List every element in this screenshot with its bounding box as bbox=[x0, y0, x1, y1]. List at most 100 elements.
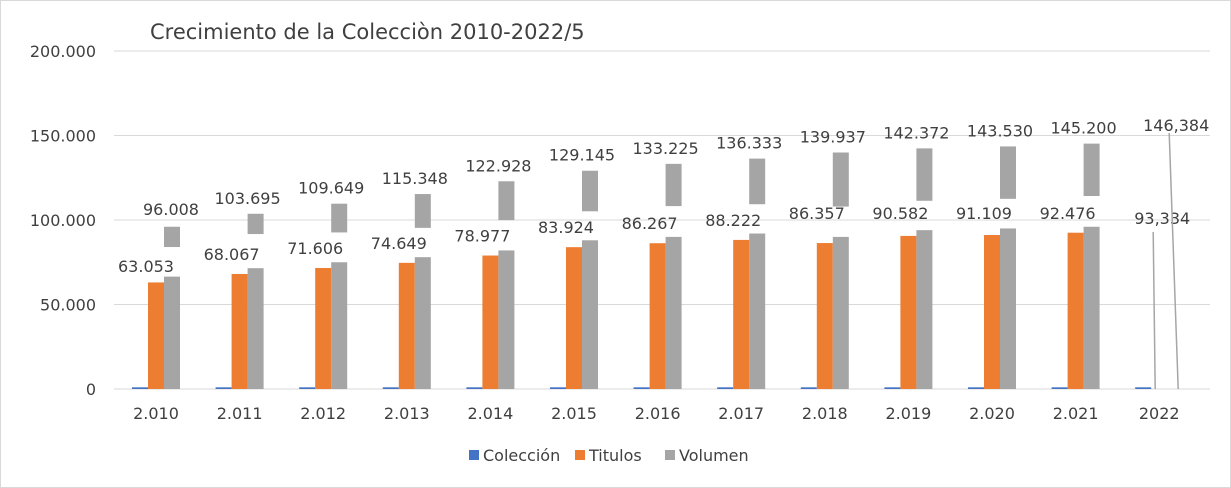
data-label-titulos: 86.357 bbox=[789, 204, 845, 223]
data-label-volumen: 122.928 bbox=[465, 156, 531, 175]
bar-volumen bbox=[1083, 226, 1100, 389]
bar-titulos bbox=[148, 282, 164, 389]
data-label-titulos: 90.582 bbox=[872, 204, 928, 223]
bar-volumen bbox=[665, 236, 682, 389]
data-label-titulos: 83.924 bbox=[538, 218, 594, 237]
data-label-titulos: 92.476 bbox=[1040, 204, 1096, 223]
x-tick-label: 2.012 bbox=[300, 404, 346, 423]
x-tick-label: 2.015 bbox=[551, 404, 597, 423]
bar-titulos bbox=[315, 267, 332, 389]
bar-volumen bbox=[749, 233, 766, 389]
data-label-volumen: 146,384 bbox=[1143, 116, 1209, 135]
bar-volumen-range bbox=[582, 170, 598, 212]
y-axis-ticks: 0 50.000 100.000 150.000 200.000 bbox=[30, 42, 96, 399]
data-label-titulos: 78.977 bbox=[454, 227, 510, 246]
data-labels: 63.053 96.008 68.067 103.695 71.606 109.649 74… bbox=[118, 116, 1209, 390]
bar-volumen bbox=[414, 257, 431, 389]
x-tick-label: 2.011 bbox=[217, 404, 263, 423]
data-label-volumen: 142.372 bbox=[883, 123, 949, 142]
x-tick-label: 2.020 bbox=[969, 404, 1015, 423]
bar-titulos bbox=[231, 273, 248, 389]
legend-label: Colección bbox=[483, 446, 560, 465]
chart-title: Crecimiento de la Colecciòn 2010-2022/5 bbox=[150, 20, 585, 44]
data-label-volumen: 115.348 bbox=[382, 169, 448, 188]
x-tick-label: 2.014 bbox=[467, 404, 513, 423]
data-label-volumen: 109.649 bbox=[298, 179, 364, 198]
x-tick-label: 2.013 bbox=[384, 404, 430, 423]
bar-coleccion bbox=[132, 387, 148, 389]
data-label-volumen: 139.937 bbox=[800, 128, 866, 147]
bar-volumen bbox=[331, 262, 348, 389]
bar-coleccion bbox=[382, 387, 399, 389]
x-axis-ticks: 2.010 2.011 2.012 2.013 2.014 2.015 2.016 2.017… bbox=[133, 404, 1179, 423]
data-label-volumen: 96.008 bbox=[143, 200, 199, 219]
bar-coleccion bbox=[1051, 387, 1068, 389]
bars bbox=[132, 143, 1152, 389]
bar-volumen-range bbox=[665, 163, 682, 207]
data-label-volumen: 136.333 bbox=[716, 134, 782, 153]
bar-volumen-range bbox=[1083, 143, 1100, 197]
bar-volumen bbox=[164, 276, 180, 389]
bar-coleccion bbox=[800, 387, 817, 389]
bar-volumen bbox=[498, 250, 515, 389]
bar-titulos bbox=[984, 235, 1000, 389]
x-tick-label: 2022 bbox=[1139, 404, 1180, 423]
data-label-volumen: 129.145 bbox=[549, 146, 615, 165]
data-label-titulos: 88.222 bbox=[705, 211, 761, 230]
bar-titulos bbox=[1067, 232, 1084, 389]
bar-coleccion bbox=[717, 387, 734, 389]
x-tick-label: 2.017 bbox=[718, 404, 764, 423]
bar-volumen-range bbox=[498, 181, 515, 221]
bar-volumen bbox=[916, 230, 933, 389]
data-label-volumen: 103.695 bbox=[215, 189, 281, 208]
x-tick-label: 2.019 bbox=[885, 404, 931, 423]
bar-titulos bbox=[816, 243, 833, 389]
y-tick-label: 150.000 bbox=[30, 127, 96, 146]
bar-volumen-range bbox=[832, 152, 849, 207]
bar-coleccion bbox=[466, 387, 483, 389]
legend-swatch bbox=[575, 450, 585, 460]
legend-label: Volumen bbox=[679, 446, 749, 465]
y-tick-label: 100.000 bbox=[30, 211, 96, 230]
bar-volumen-range bbox=[414, 194, 431, 228]
x-tick-label: 2.010 bbox=[133, 404, 179, 423]
bar-volumen bbox=[1000, 228, 1016, 389]
bar-titulos bbox=[733, 239, 750, 389]
y-tick-label: 50.000 bbox=[40, 296, 96, 315]
data-label-titulos: 93,334 bbox=[1134, 209, 1190, 228]
data-label-titulos: 74.649 bbox=[371, 234, 427, 253]
data-label-volumen: 143.530 bbox=[967, 121, 1033, 140]
data-label-volumen: 133.225 bbox=[633, 139, 699, 158]
bar-volumen bbox=[582, 240, 598, 389]
bar-coleccion bbox=[215, 387, 232, 389]
y-tick-label: 200.000 bbox=[30, 42, 96, 61]
bar-volumen-range bbox=[1000, 146, 1016, 199]
legend-swatch bbox=[665, 450, 675, 460]
data-label-titulos: 63.053 bbox=[118, 257, 174, 276]
bar-volumen-range bbox=[164, 226, 180, 248]
bar-volumen-range bbox=[247, 213, 264, 235]
data-label-titulos: 71.606 bbox=[287, 239, 343, 258]
bar-titulos bbox=[566, 247, 582, 389]
bar-coleccion bbox=[299, 387, 316, 389]
legend-swatch bbox=[469, 450, 479, 460]
bar-titulos bbox=[398, 262, 415, 389]
bar-volumen-range bbox=[749, 158, 766, 205]
bar-titulos bbox=[482, 255, 499, 389]
legend: Colección Titulos Volumen bbox=[469, 446, 749, 465]
bar-volumen-range bbox=[916, 148, 933, 201]
data-label-titulos: 86.267 bbox=[622, 214, 678, 233]
bar-volumen bbox=[247, 268, 264, 389]
legend-label: Titulos bbox=[588, 446, 642, 465]
bar-titulos bbox=[649, 243, 666, 389]
data-label-titulos: 91.109 bbox=[956, 204, 1012, 223]
y-tick-label: 0 bbox=[86, 380, 96, 399]
data-label-titulos: 68.067 bbox=[204, 245, 260, 264]
leader-line-volumen bbox=[1168, 132, 1179, 390]
bar-coleccion bbox=[550, 387, 566, 389]
x-tick-label: 2.018 bbox=[802, 404, 848, 423]
bar-coleccion bbox=[968, 387, 984, 389]
leader-line-titulos bbox=[1152, 231, 1156, 390]
